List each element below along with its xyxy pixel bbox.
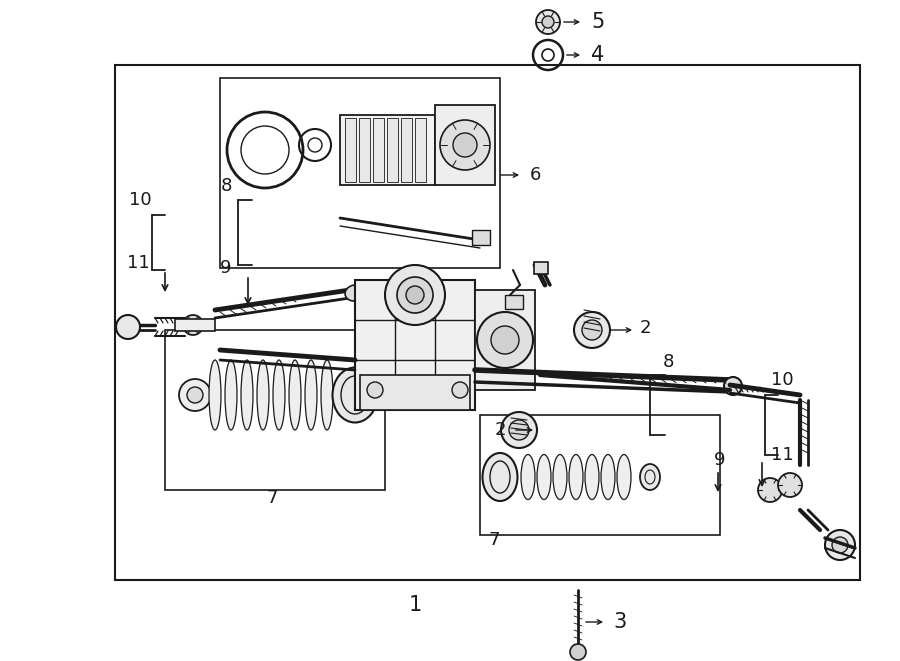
Bar — [165, 330, 385, 490]
Circle shape — [491, 326, 519, 354]
Text: 9: 9 — [715, 451, 725, 469]
Ellipse shape — [724, 377, 742, 395]
Ellipse shape — [521, 455, 535, 500]
Bar — [475, 290, 535, 390]
Ellipse shape — [585, 455, 599, 500]
Circle shape — [406, 286, 424, 304]
Bar — [472, 230, 490, 245]
Circle shape — [832, 537, 848, 553]
Bar — [340, 115, 435, 185]
Text: 9: 9 — [220, 259, 232, 277]
Text: 10: 10 — [770, 371, 793, 389]
Text: 1: 1 — [409, 595, 421, 615]
Circle shape — [501, 412, 537, 448]
Ellipse shape — [209, 360, 221, 430]
Ellipse shape — [225, 360, 237, 430]
Ellipse shape — [332, 368, 377, 422]
Circle shape — [367, 382, 383, 398]
Circle shape — [536, 10, 560, 34]
Circle shape — [116, 315, 140, 339]
Polygon shape — [374, 130, 400, 170]
Bar — [415, 118, 426, 182]
Bar — [505, 295, 523, 309]
Text: 7: 7 — [488, 531, 500, 549]
Ellipse shape — [482, 453, 518, 501]
Circle shape — [778, 473, 802, 497]
Ellipse shape — [537, 455, 551, 500]
Bar — [355, 280, 475, 410]
Text: 3: 3 — [614, 612, 626, 632]
Circle shape — [509, 420, 529, 440]
Circle shape — [574, 312, 610, 348]
Bar — [387, 118, 398, 182]
Bar — [359, 118, 370, 182]
Ellipse shape — [289, 360, 301, 430]
Bar — [345, 118, 356, 182]
Circle shape — [825, 530, 855, 560]
Bar — [175, 319, 215, 331]
Bar — [534, 262, 548, 274]
Ellipse shape — [241, 360, 253, 430]
Bar — [115, 65, 860, 580]
Ellipse shape — [305, 360, 317, 430]
Bar — [360, 375, 470, 410]
Text: 11: 11 — [127, 254, 149, 272]
Ellipse shape — [257, 360, 269, 430]
Circle shape — [183, 315, 203, 335]
Ellipse shape — [640, 464, 660, 490]
Bar — [220, 78, 500, 268]
Circle shape — [453, 133, 477, 157]
Circle shape — [582, 320, 602, 340]
Bar — [373, 118, 384, 182]
Ellipse shape — [273, 360, 285, 430]
Text: 7: 7 — [266, 489, 278, 507]
Bar — [401, 118, 412, 182]
Text: 8: 8 — [662, 353, 674, 371]
Ellipse shape — [601, 455, 615, 500]
Text: 10: 10 — [129, 191, 151, 209]
Ellipse shape — [321, 360, 333, 430]
Text: 8: 8 — [220, 177, 231, 195]
Ellipse shape — [345, 285, 364, 301]
Circle shape — [187, 387, 203, 403]
Circle shape — [179, 379, 211, 411]
Bar — [480, 415, 720, 535]
Text: 2: 2 — [639, 319, 651, 337]
Ellipse shape — [553, 455, 567, 500]
Text: 5: 5 — [591, 12, 605, 32]
Circle shape — [440, 120, 490, 170]
Circle shape — [385, 265, 445, 325]
Circle shape — [452, 382, 468, 398]
Circle shape — [397, 277, 433, 313]
Ellipse shape — [569, 455, 583, 500]
Circle shape — [758, 478, 782, 502]
Text: 4: 4 — [591, 45, 605, 65]
Text: 2: 2 — [494, 421, 506, 439]
Ellipse shape — [617, 455, 631, 500]
Circle shape — [570, 644, 586, 660]
Circle shape — [542, 16, 554, 28]
Bar — [435, 105, 495, 185]
Text: 6: 6 — [529, 166, 541, 184]
Circle shape — [477, 312, 533, 368]
Text: 11: 11 — [770, 446, 794, 464]
